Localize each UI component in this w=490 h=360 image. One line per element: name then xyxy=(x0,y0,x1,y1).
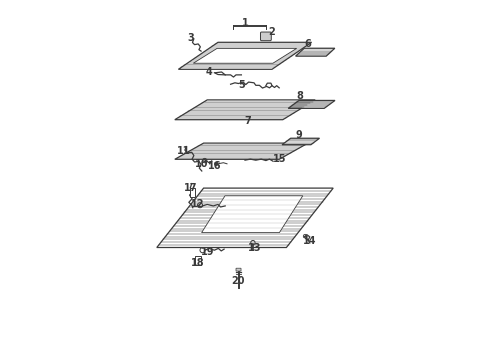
Text: 18: 18 xyxy=(192,258,205,268)
Text: 14: 14 xyxy=(303,236,317,246)
Text: 12: 12 xyxy=(191,199,204,210)
Polygon shape xyxy=(282,138,319,145)
Text: 2: 2 xyxy=(268,27,275,37)
Text: 16: 16 xyxy=(208,161,221,171)
Text: 6: 6 xyxy=(304,39,311,49)
Polygon shape xyxy=(175,100,315,120)
FancyBboxPatch shape xyxy=(261,32,271,41)
Polygon shape xyxy=(295,48,335,56)
Text: 20: 20 xyxy=(231,276,245,286)
FancyBboxPatch shape xyxy=(190,188,196,197)
Polygon shape xyxy=(178,42,312,69)
Text: 8: 8 xyxy=(296,91,303,101)
FancyBboxPatch shape xyxy=(236,268,241,271)
Polygon shape xyxy=(157,188,333,248)
Text: 4: 4 xyxy=(206,67,212,77)
Text: 7: 7 xyxy=(245,116,251,126)
Text: 11: 11 xyxy=(177,146,191,156)
Text: 10: 10 xyxy=(195,159,209,169)
Polygon shape xyxy=(175,143,308,159)
Text: 5: 5 xyxy=(238,80,245,90)
Polygon shape xyxy=(288,100,335,108)
Text: 15: 15 xyxy=(272,154,286,164)
Text: 1: 1 xyxy=(242,18,248,28)
Text: 17: 17 xyxy=(184,183,197,193)
Circle shape xyxy=(215,162,218,166)
FancyBboxPatch shape xyxy=(196,256,201,265)
Text: 9: 9 xyxy=(295,130,302,140)
Text: 19: 19 xyxy=(200,247,214,257)
Polygon shape xyxy=(201,196,303,233)
Text: 13: 13 xyxy=(248,243,262,253)
Text: 3: 3 xyxy=(187,33,194,43)
Polygon shape xyxy=(194,48,296,63)
